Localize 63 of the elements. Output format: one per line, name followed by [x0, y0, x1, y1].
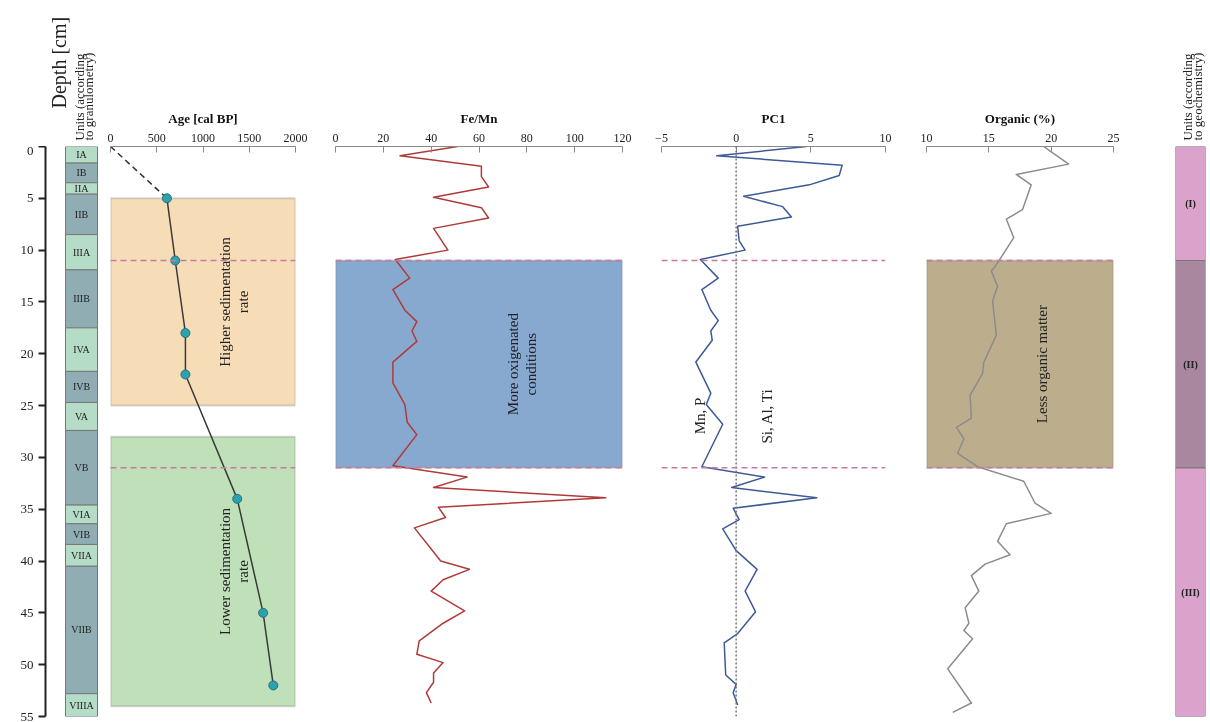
band-label: Higher sedimentation rate — [217, 236, 252, 367]
x-tick-label: 1500 — [237, 130, 262, 145]
chart-title: PC1 — [761, 110, 786, 126]
series-label: (II) — [1183, 358, 1198, 371]
chart-title: Age [cal BP] — [168, 110, 238, 126]
y-axis-title: Depth [cm] — [47, 16, 71, 109]
y-tick-label: 50 — [20, 656, 34, 672]
y-tick-label: 0 — [27, 142, 34, 158]
x-tick-label: 120 — [613, 130, 632, 145]
series-label: IVA — [73, 344, 91, 356]
chart-title: Organic (%) — [984, 110, 1056, 126]
y-tick-label: 25 — [20, 397, 34, 413]
chart-title: Units (according to geochemistry) — [1180, 52, 1205, 141]
band-label: More oxigenated conditions — [505, 312, 540, 416]
x-tick-label: 1000 — [191, 130, 215, 145]
x-tick-label: 40 — [425, 130, 438, 145]
series-label: IIA — [74, 182, 90, 194]
x-tick-label: 25 — [1107, 130, 1120, 145]
x-tick-label: 0 — [332, 130, 339, 145]
series-label: VIIB — [71, 624, 93, 636]
y-tick-label: 20 — [20, 345, 34, 361]
series-label: (III) — [1181, 586, 1200, 599]
y-tick-label: 35 — [20, 501, 34, 517]
y-tick-label: 5 — [27, 190, 34, 206]
annotation: Mn, P — [691, 397, 708, 435]
x-tick-label: 20 — [377, 130, 390, 145]
x-tick-label: 0 — [733, 130, 740, 145]
x-tick-label: 15 — [982, 130, 995, 145]
series-label: IIB — [74, 208, 89, 220]
series-label: VIA — [72, 508, 92, 520]
chart-title: Units (according to granulometry) — [72, 52, 96, 141]
y-tick-label: 15 — [20, 293, 34, 309]
y-tick-label: 30 — [20, 449, 34, 465]
series-label: IIIB — [73, 293, 91, 305]
series-label: VIB — [72, 528, 91, 540]
series-label: VA — [74, 410, 89, 422]
x-tick-label: 20 — [1045, 130, 1058, 145]
series-label: IB — [76, 167, 87, 179]
x-tick-label: 10 — [920, 130, 933, 145]
x-tick-label: 0 — [107, 130, 114, 145]
x-tick-label: 80 — [520, 130, 533, 145]
annotation: Si, Al, Ti — [758, 389, 775, 444]
x-tick-label: 2000 — [283, 130, 308, 145]
y-tick-label: 40 — [20, 553, 34, 569]
series-label: (I) — [1185, 198, 1196, 210]
series-label: IIIA — [72, 246, 91, 258]
x-tick-label: 500 — [147, 130, 166, 145]
x-tick-label: −5 — [655, 130, 668, 145]
y-tick-label: 10 — [20, 242, 34, 258]
series-label: VB — [74, 462, 89, 474]
y-tick-label: 45 — [20, 604, 34, 620]
chart-title: Fe/Mn — [460, 110, 499, 126]
series-label: IVB — [72, 381, 91, 393]
x-tick-label: 60 — [473, 130, 485, 145]
series-label: VIIA — [70, 549, 93, 561]
x-tick-label: 100 — [565, 130, 584, 145]
x-tick-label: 5 — [807, 130, 814, 145]
series-label: IA — [76, 149, 88, 161]
y-tick-label: 55 — [20, 708, 34, 722]
series-label: VIIIA — [69, 699, 95, 711]
band-label: Lower sedimentation rate — [217, 507, 252, 635]
x-tick-label: 10 — [879, 130, 892, 145]
band-label: Less organic matter — [1034, 305, 1051, 424]
